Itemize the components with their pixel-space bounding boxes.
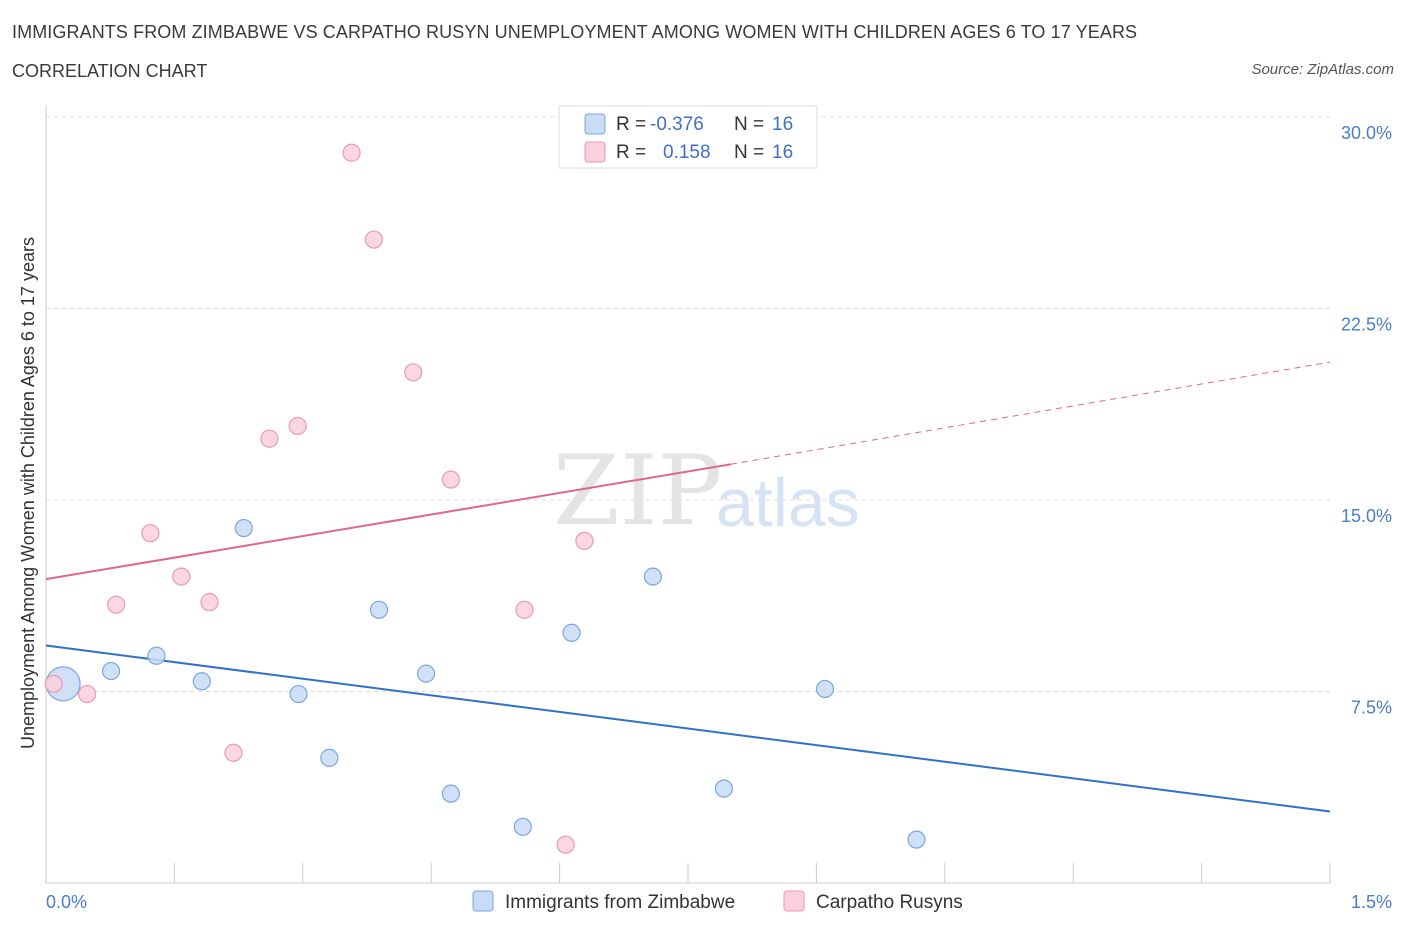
stats-legend: R = -0.376 N = 16 R = 0.158 N = 16 <box>558 105 818 169</box>
series-legend: Immigrants from Zimbabwe Carpatho Rusyns <box>472 890 963 913</box>
point-rusyns <box>260 429 279 448</box>
point-zimbabwe <box>369 600 389 619</box>
point-rusyns <box>107 595 126 614</box>
point-rusyns <box>515 600 534 619</box>
series-legend-label-zimbabwe: Immigrants from Zimbabwe <box>505 892 735 913</box>
y-tick-label: 7.5% <box>1351 698 1392 718</box>
point-rusyns <box>200 593 219 612</box>
x-tick-label: 1.5% <box>1351 892 1392 912</box>
trend-line-rusyns <box>45 463 731 581</box>
legend-swatch-rusyns <box>584 141 606 163</box>
point-zimbabwe <box>562 623 581 642</box>
legend-n-label: N = <box>734 142 764 163</box>
point-rusyns <box>288 416 307 436</box>
point-rusyns <box>141 524 160 543</box>
point-rusyns <box>441 470 460 489</box>
y-tick-label: 22.5% <box>1341 315 1392 335</box>
point-rusyns <box>364 230 383 249</box>
point-zimbabwe <box>714 779 734 798</box>
point-zimbabwe <box>416 664 436 683</box>
y-tick-label: 30.0% <box>1341 123 1392 143</box>
point-zimbabwe <box>643 567 663 586</box>
y-axis-label: Unemployment Among Women with Children A… <box>18 237 38 749</box>
legend-swatch-zimbabwe <box>584 113 606 135</box>
point-rusyns <box>77 684 97 704</box>
point-zimbabwe <box>101 661 121 681</box>
point-rusyns <box>342 143 361 162</box>
legend-r-value-zimbabwe: -0.376 <box>650 114 704 135</box>
chart-title: IMMIGRANTS FROM ZIMBABWE VS CARPATHO RUS… <box>12 22 1138 42</box>
legend-n-value-rusyns: 16 <box>772 142 793 163</box>
point-rusyns <box>172 567 191 586</box>
series-legend-swatch-rusyns <box>783 890 805 912</box>
series-legend-label-rusyns: Carpatho Rusyns <box>816 892 963 913</box>
point-zimbabwe <box>320 748 339 767</box>
point-zimbabwe <box>289 684 308 704</box>
point-zimbabwe <box>192 672 211 691</box>
point-zimbabwe <box>815 679 835 699</box>
point-zimbabwe <box>907 830 926 849</box>
point-rusyns <box>44 674 63 693</box>
x-tick-label: 0.0% <box>46 892 87 912</box>
trend-line-rusyns-extension <box>730 361 1331 465</box>
legend-n-value-zimbabwe: 16 <box>772 114 793 135</box>
watermark-zip: ZIP <box>553 435 722 547</box>
trend-line-zimbabwe <box>45 644 1331 813</box>
tick-labels: 7.5% 15.0% 22.5% 30.0% 0.0% 1.5% <box>46 123 1392 912</box>
point-rusyns <box>224 743 243 762</box>
point-rusyns <box>404 363 423 382</box>
point-rusyns <box>575 531 594 550</box>
chart-subtitle: CORRELATION CHART <box>12 61 208 81</box>
series-legend-swatch-zimbabwe <box>472 890 494 912</box>
legend-r-value-rusyns: 0.158 <box>663 142 711 163</box>
point-zimbabwe <box>234 518 253 538</box>
point-zimbabwe <box>147 646 166 665</box>
source-credit: Source: ZipAtlas.com <box>1251 61 1394 78</box>
watermark: ZIP atlas <box>553 435 860 547</box>
axes <box>45 105 1331 884</box>
legend-r-label: R = <box>616 142 646 163</box>
y-tick-label: 15.0% <box>1341 506 1392 526</box>
point-zimbabwe <box>513 817 532 836</box>
data-points <box>44 143 926 854</box>
point-zimbabwe <box>441 784 460 803</box>
legend-r-label: R = <box>616 114 646 135</box>
grid-lines <box>46 116 1330 692</box>
watermark-atlas: atlas <box>716 465 860 541</box>
point-rusyns <box>556 835 575 854</box>
trend-lines <box>45 361 1331 813</box>
legend-n-label: N = <box>734 114 764 135</box>
